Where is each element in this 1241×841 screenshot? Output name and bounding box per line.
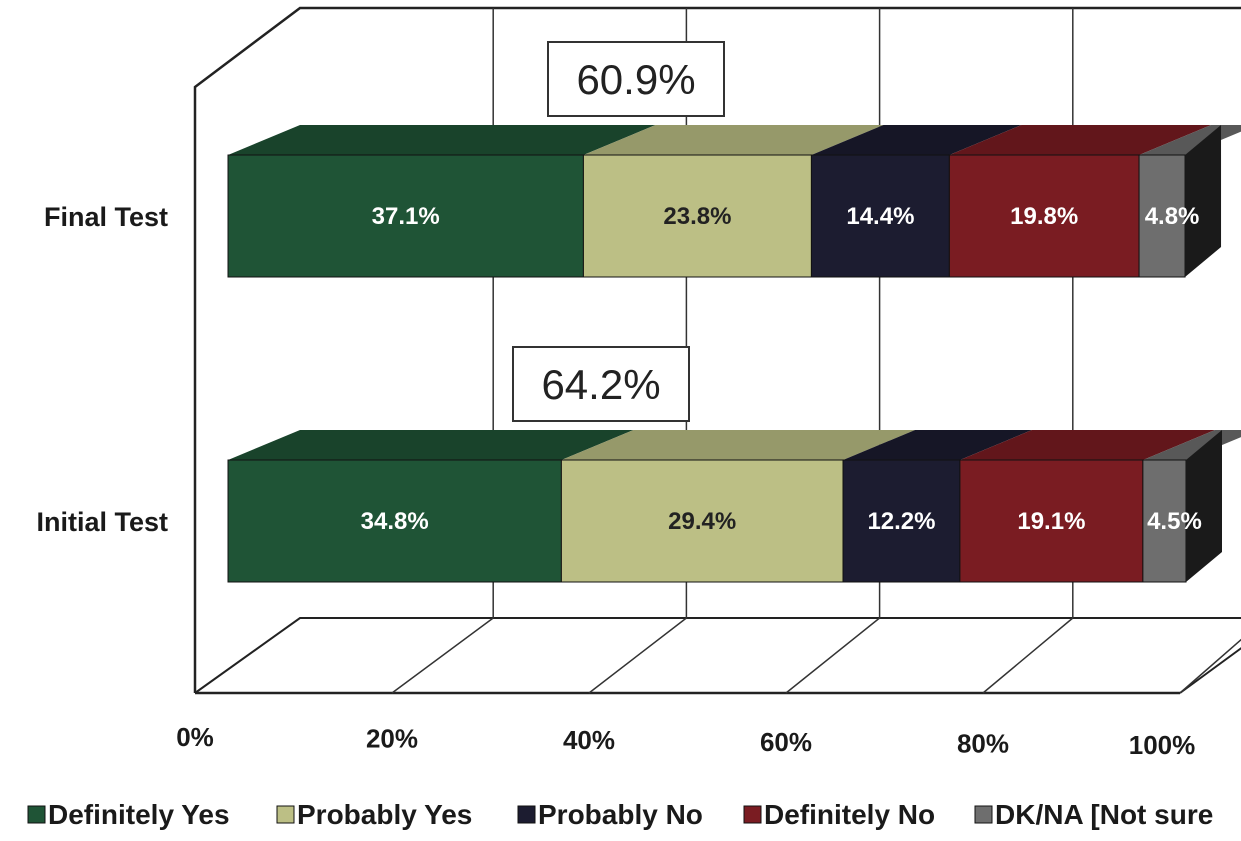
legend-label: DK/NA [Not sure xyxy=(995,799,1213,830)
floor-gridline xyxy=(588,617,687,694)
bar-segment xyxy=(842,430,1032,583)
bar-segment xyxy=(582,125,884,278)
bar-segment xyxy=(1142,430,1241,583)
bar-top-face xyxy=(949,125,1212,155)
legend-label: Definitely Yes xyxy=(48,799,230,830)
floor-back-edge xyxy=(194,617,1241,694)
bar-top-face xyxy=(561,430,916,460)
floor-gridline xyxy=(1179,638,1241,694)
data-label: 34.8% xyxy=(361,508,429,535)
data-label: 23.8% xyxy=(663,203,731,230)
bar-segment xyxy=(560,430,916,583)
x-tick-label: 60% xyxy=(760,727,812,757)
floor-gridline xyxy=(391,617,494,694)
bar-top-face xyxy=(228,430,634,460)
legend-swatch xyxy=(743,805,762,824)
axis-labels: 0% 20% 40% 60% 80% 100% Final Test Initial Test xyxy=(36,202,1195,760)
x-tick-label: 80% xyxy=(957,728,1009,758)
legend-item: Probably Yes xyxy=(276,799,472,830)
bar-top-face xyxy=(228,125,656,155)
bar-front-face xyxy=(560,459,844,583)
bar-side-face xyxy=(1185,125,1222,277)
bar-top-face xyxy=(811,125,1022,155)
legend-label: Definitely No xyxy=(764,799,935,830)
callout-box: 60.9% xyxy=(547,41,725,117)
bar-front-face xyxy=(1138,154,1186,278)
callout-box: 64.2% xyxy=(512,346,690,422)
bars: 37.1% 23.8% 14.4% 19.8% 4.8% 34.8% 29.4% 12.2% 1… xyxy=(227,125,1241,583)
callouts: 60.9% 64.2% xyxy=(512,41,725,422)
data-label: 19.8% xyxy=(1010,203,1078,230)
bar-front-face xyxy=(582,154,812,278)
floor-right-edge xyxy=(1179,647,1241,694)
legend-item: DK/NA [Not sure xyxy=(974,799,1213,830)
bar-segment xyxy=(227,430,634,583)
bar-side-face xyxy=(1186,430,1222,582)
data-label: 4.5% xyxy=(1147,508,1202,535)
legend-label: Probably Yes xyxy=(297,799,472,830)
y-category-label: Initial Test xyxy=(36,507,168,537)
callout-frame xyxy=(547,41,725,117)
bar-front-face xyxy=(1142,459,1187,583)
callout-frame xyxy=(512,346,690,422)
legend-label: Probably No xyxy=(538,799,703,830)
x-tick-label: 0% xyxy=(176,722,214,752)
floor-gridline xyxy=(785,617,881,694)
legend-swatch xyxy=(276,805,295,824)
data-label: 19.1% xyxy=(1017,508,1085,535)
floor-gridline xyxy=(982,617,1074,694)
bar-segment xyxy=(810,125,1022,278)
bar-segment xyxy=(227,125,656,278)
callout-value: 60.9% xyxy=(576,56,695,103)
bar-segment xyxy=(959,430,1215,583)
legend-item: Probably No xyxy=(517,799,703,830)
legend-swatch xyxy=(517,805,536,824)
bar-front-face xyxy=(227,459,562,583)
legend: Definitely Yes Probably Yes Probably No Def… xyxy=(27,799,1213,830)
data-label: 14.4% xyxy=(846,203,914,230)
bar-front-face xyxy=(959,459,1144,583)
bar-top-face xyxy=(959,430,1215,460)
data-label: 4.8% xyxy=(1145,203,1200,230)
x-tick-label: 20% xyxy=(366,724,418,754)
x-tick-label: 100% xyxy=(1129,730,1196,760)
bar-front-face xyxy=(227,154,584,278)
y-category-label: Final Test xyxy=(44,202,168,232)
callout-value: 64.2% xyxy=(541,361,660,408)
legend-swatch xyxy=(27,805,46,824)
bar-front-face xyxy=(948,154,1140,278)
legend-swatch xyxy=(974,805,993,824)
data-label: 37.1% xyxy=(372,203,440,230)
wall-outline xyxy=(193,6,1241,693)
legend-item: Definitely No xyxy=(743,799,935,830)
x-tick-label: 40% xyxy=(563,725,615,755)
bar-segment xyxy=(948,125,1212,278)
bar-top-face xyxy=(583,125,884,155)
bar-segment xyxy=(1138,125,1241,278)
bar-top-face xyxy=(843,430,1032,460)
data-label: 12.2% xyxy=(867,508,935,535)
legend-item: Definitely Yes xyxy=(27,799,230,830)
bar-front-face xyxy=(842,459,961,583)
data-label: 29.4% xyxy=(668,508,736,535)
chart-walls xyxy=(193,6,1241,695)
